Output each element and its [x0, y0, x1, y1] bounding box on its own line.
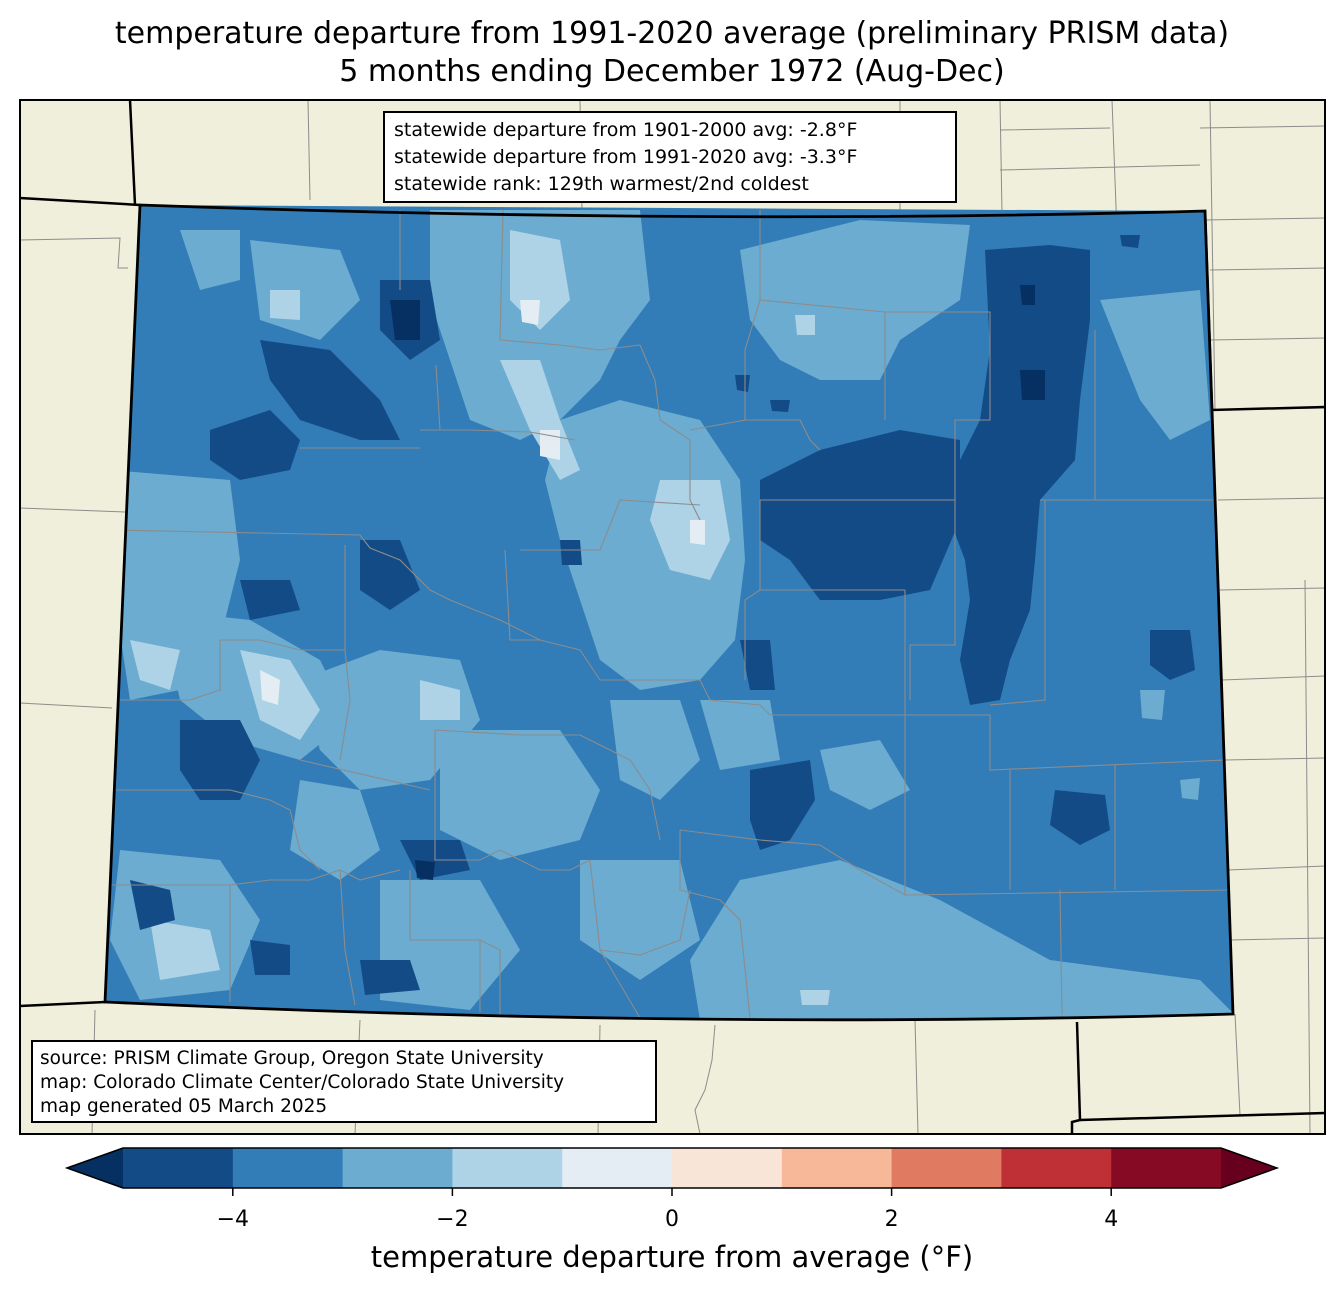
- source-credit-box: source: PRISM Climate Group, Oregon Stat…: [31, 1040, 657, 1123]
- generated-date-line: map generated 05 March 2025: [40, 1096, 328, 1117]
- colorbar-label: temperature departure from average (°F): [370, 1240, 974, 1274]
- colorbar: −4 −2 0 2 4: [64, 1147, 1280, 1232]
- colorbar-segment: [452, 1148, 563, 1188]
- source-line: source: PRISM Climate Group, Oregon Stat…: [40, 1048, 544, 1069]
- colorbar-segment: [342, 1148, 453, 1188]
- map-credit-line: map: Colorado Climate Center/Colorado St…: [40, 1072, 565, 1093]
- map-title-line-2: 5 months ending December 1972 (Aug-Dec): [339, 54, 1005, 89]
- colorbar-extend-high: [1221, 1148, 1277, 1188]
- colorbar-extend-low: [67, 1148, 123, 1188]
- stats-departure-1901-2000: statewide departure from 1901-2000 avg: …: [394, 119, 858, 141]
- stats-rank: statewide rank: 129th warmest/2nd coldes…: [394, 173, 809, 195]
- colorbar-segment: [672, 1148, 783, 1188]
- colorbar-tick-label: −2: [436, 1207, 468, 1232]
- statewide-stats-box: statewide departure from 1901-2000 avg: …: [383, 111, 957, 203]
- colorbar-segment: [1111, 1148, 1222, 1188]
- map-title-line-1: temperature departure from 1991-2020 ave…: [114, 16, 1230, 51]
- colorbar-segment: [562, 1148, 673, 1188]
- colorbar-outline: [64, 1147, 1280, 1189]
- colorbar-segment: [891, 1148, 1002, 1188]
- colorado-state-border: [103, 203, 1235, 1022]
- colorbar-segment: [1001, 1148, 1112, 1188]
- colorbar-segment: [123, 1148, 234, 1188]
- colorado-temperature-field: [105, 205, 1233, 1020]
- colorbar-segment: [232, 1148, 344, 1188]
- colorbar-tick-label: 0: [665, 1207, 679, 1232]
- colorbar-segment: [781, 1148, 893, 1188]
- colorbar-tick-label: 4: [1104, 1207, 1118, 1232]
- colorbar-tick-label: 2: [885, 1207, 899, 1232]
- stats-departure-1991-2020: statewide departure from 1991-2020 avg: …: [394, 146, 858, 168]
- colorbar-tick-label: −4: [217, 1207, 249, 1232]
